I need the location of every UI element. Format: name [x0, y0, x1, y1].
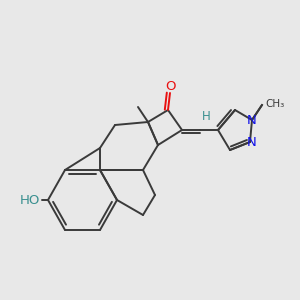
- Text: N: N: [247, 136, 257, 148]
- Text: CH₃: CH₃: [265, 99, 284, 109]
- Text: HO: HO: [20, 194, 40, 206]
- Text: N: N: [247, 113, 257, 127]
- Text: H: H: [202, 110, 210, 124]
- Text: O: O: [165, 80, 175, 92]
